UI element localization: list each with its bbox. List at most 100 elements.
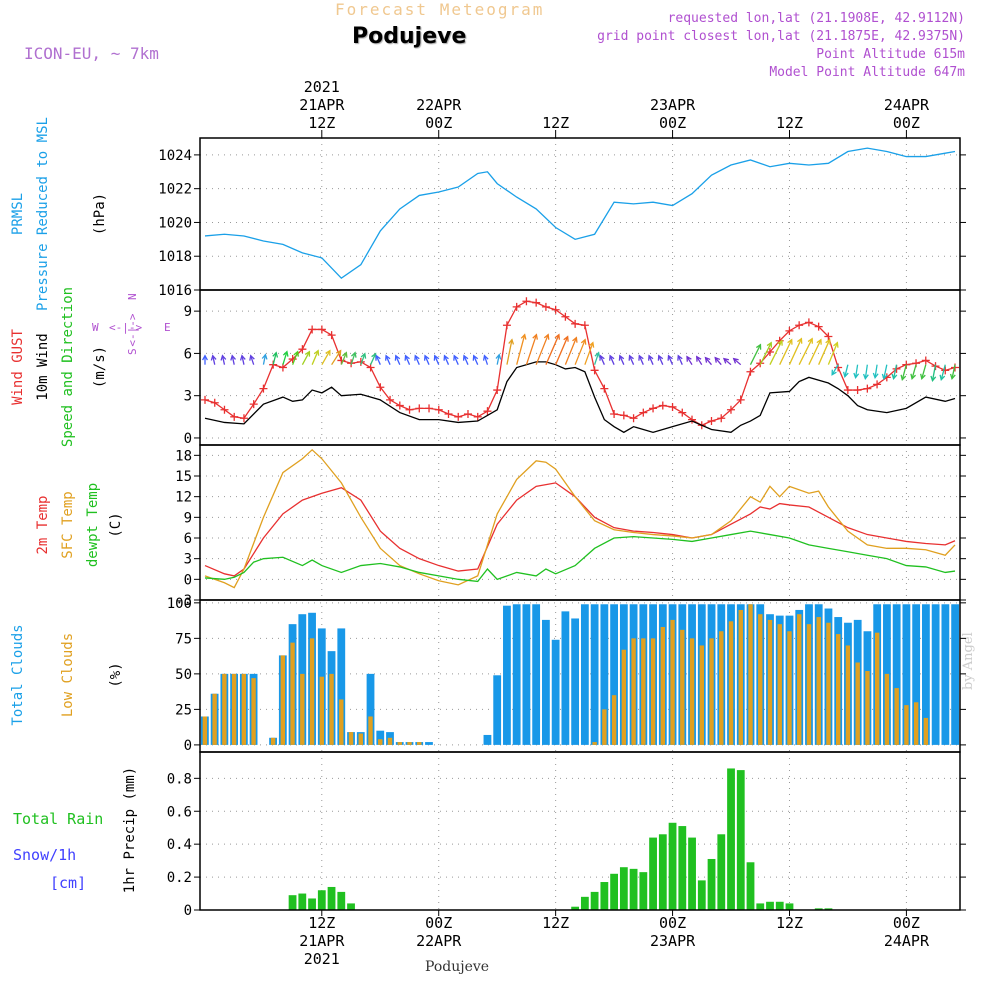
- gust-point: [921, 356, 930, 365]
- wind-arrow-head: [787, 338, 793, 345]
- top-time-label: 24APR: [884, 96, 930, 114]
- precip-label-rain: Total Rain: [13, 810, 103, 828]
- compass-west: W: [92, 321, 99, 334]
- wind-arrow-head: [686, 355, 692, 362]
- low-clouds-bar: [660, 626, 666, 745]
- total-clouds-bar: [503, 605, 511, 745]
- gust-point: [726, 405, 735, 414]
- model-label: ICON-EU, ~ 7km: [24, 44, 159, 63]
- y-tick-label: 0.6: [167, 804, 192, 820]
- total-rain-bar: [756, 903, 765, 910]
- wind-arrow-head: [272, 351, 279, 358]
- wind-arrow-head: [777, 339, 783, 346]
- wind-arrow-head: [891, 373, 898, 381]
- wind-arrow-head: [657, 354, 664, 361]
- top-time-label: 00Z: [659, 114, 686, 132]
- wind-arrow-head: [696, 355, 702, 362]
- total-clouds-bar: [941, 604, 950, 745]
- y-tick-label: 12: [175, 490, 192, 506]
- y-axis-label: Total Clouds: [10, 624, 26, 725]
- low-clouds-bar: [836, 634, 841, 745]
- low-clouds-bar: [884, 673, 890, 745]
- y-tick-label: 25: [175, 702, 192, 718]
- wind-arrow: [301, 351, 310, 365]
- total-clouds-bar: [931, 604, 940, 745]
- top-time-label: 12Z: [776, 114, 803, 132]
- total-clouds-bar: [542, 619, 550, 745]
- gust-point: [873, 380, 882, 389]
- wind-arrow: [667, 355, 674, 365]
- gust-point: [551, 305, 560, 314]
- y-tick-label: 0: [184, 903, 192, 919]
- wind-arrow: [844, 364, 849, 377]
- low-clouds-bar: [241, 673, 247, 745]
- total-clouds-bar: [600, 604, 609, 745]
- wind-arrow: [854, 364, 859, 378]
- wind-arrow-head: [482, 354, 489, 361]
- precip-panel: [200, 752, 960, 910]
- total-rain-bar: [337, 891, 346, 910]
- wind-arrow-head: [816, 338, 822, 345]
- total-clouds-bar: [551, 639, 560, 745]
- wind-arrow: [931, 364, 937, 381]
- y-tick-label: 100: [167, 596, 192, 612]
- y-axis-label: dewpt Temp: [85, 483, 101, 567]
- wind-arrow-head: [385, 354, 391, 361]
- gust-point: [386, 395, 395, 404]
- requested-coords: requested lon,lat (21.1908E, 42.9112N): [667, 11, 965, 26]
- gust-point: [765, 348, 774, 356]
- low-clouds-bar: [806, 624, 812, 745]
- total-rain-bar: [766, 901, 774, 910]
- wind-arrow: [609, 355, 615, 365]
- wind-arrow-head: [638, 354, 644, 361]
- 10m wind-series-line: [204, 361, 956, 434]
- wind-arrow-head: [443, 354, 449, 361]
- gust-point: [522, 297, 531, 306]
- total-rain-bar: [658, 834, 667, 910]
- gust-point: [230, 412, 239, 421]
- wind-arrow: [779, 339, 793, 365]
- total-clouds-bar: [912, 604, 921, 745]
- y-tick-label: 18: [175, 448, 192, 464]
- total-clouds-bar: [522, 604, 531, 745]
- gust-point: [512, 302, 521, 311]
- y-tick-label: -3: [175, 593, 192, 609]
- total-clouds-bar: [366, 673, 375, 745]
- y-axis-label: 2m Temp: [35, 495, 51, 554]
- wind-arrow: [375, 355, 381, 365]
- wind-arrow: [516, 334, 526, 365]
- wind-arrow: [434, 355, 440, 365]
- wind-arrow: [463, 355, 469, 365]
- total-rain-bar: [308, 898, 316, 910]
- total-rain-bar: [697, 880, 706, 910]
- total-rain-bar: [668, 822, 677, 910]
- total-clouds-bar: [425, 742, 433, 745]
- wind-arrow: [272, 352, 277, 365]
- gust-point: [278, 363, 287, 372]
- gust-point: [795, 321, 804, 330]
- wind-arrow-head: [881, 373, 888, 381]
- wind-arrow: [453, 355, 459, 365]
- wind-arrow-head: [462, 354, 469, 361]
- wind-arrow-head: [261, 353, 268, 360]
- gust-point: [239, 414, 248, 423]
- wind-arrow-head: [360, 352, 367, 359]
- y-axis-label: PRMSL: [10, 193, 26, 235]
- y-axis-label: Wind GUST: [10, 329, 26, 405]
- wind-arrow: [385, 355, 391, 365]
- y-tick-label: 15: [175, 469, 192, 485]
- gust-point: [463, 410, 472, 418]
- total-clouds-bar: [580, 604, 589, 745]
- low-clouds-bar: [611, 695, 617, 745]
- wind-arrow: [733, 358, 742, 366]
- low-clouds-bar: [855, 662, 860, 745]
- wind-arrow: [759, 342, 772, 365]
- total-clouds-bar: [590, 604, 599, 745]
- low-clouds-bar: [816, 617, 821, 745]
- wind-arrow-head: [862, 373, 869, 381]
- wind-arrow-head: [714, 356, 721, 363]
- gust-point: [298, 345, 307, 354]
- gust-point: [473, 412, 482, 421]
- wind-arrow-head: [404, 354, 410, 361]
- total-rain-bar: [736, 770, 745, 910]
